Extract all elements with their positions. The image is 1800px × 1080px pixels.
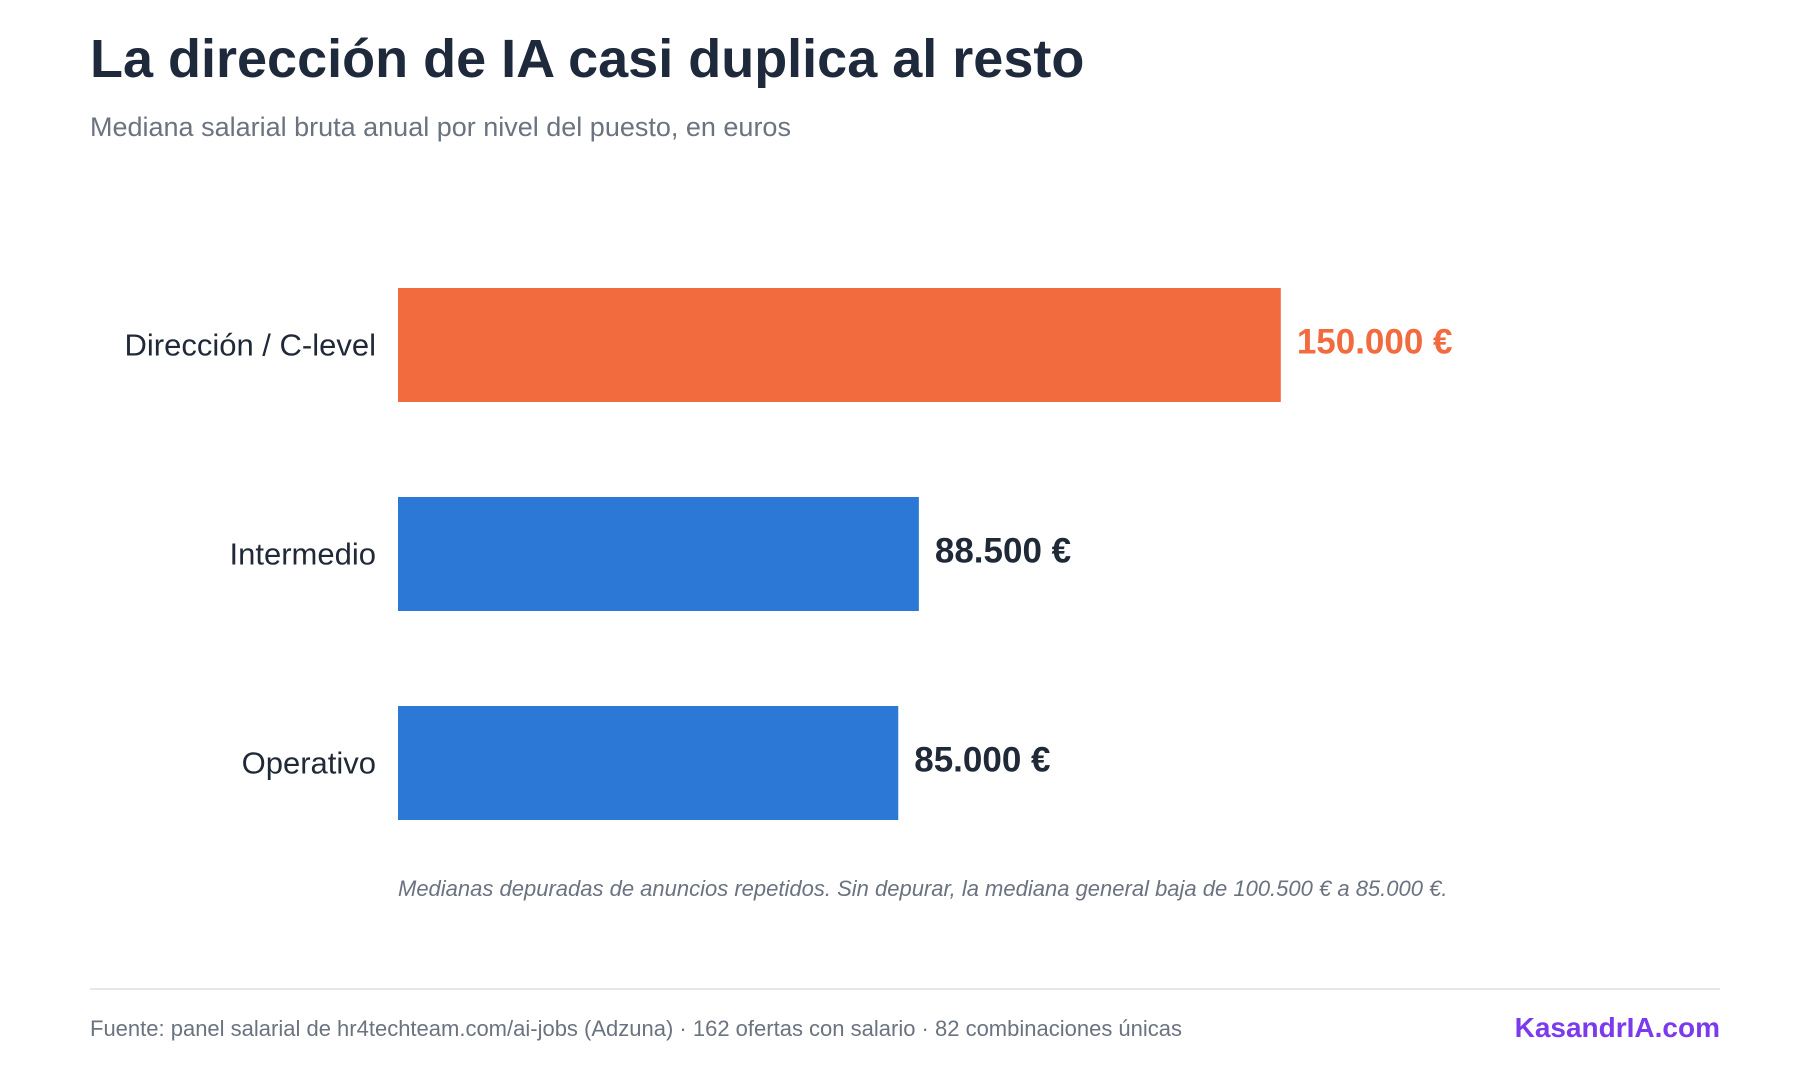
chart-title: La dirección de IA casi duplica al resto	[90, 29, 1085, 89]
bar-2	[398, 706, 899, 820]
brand-link[interactable]: KasandrIA.com	[1514, 1012, 1720, 1043]
category-label-1: Intermedio	[230, 537, 376, 572]
footer-divider	[90, 988, 1720, 990]
chart-note: Medianas depuradas de anuncios repetidos…	[398, 876, 1448, 901]
category-label-0: Dirección / C-level	[124, 328, 376, 363]
bar-0	[398, 288, 1281, 402]
bar-1	[398, 497, 919, 611]
value-label-1: 88.500 €	[935, 532, 1071, 571]
value-label-0: 150.000 €	[1297, 323, 1453, 362]
value-label-2: 85.000 €	[914, 741, 1050, 780]
chart-subtitle: Mediana salarial bruta anual por nivel d…	[90, 112, 791, 142]
category-label-2: Operativo	[242, 746, 376, 781]
source-text: Fuente: panel salarial de hr4techteam.co…	[90, 1016, 1183, 1041]
